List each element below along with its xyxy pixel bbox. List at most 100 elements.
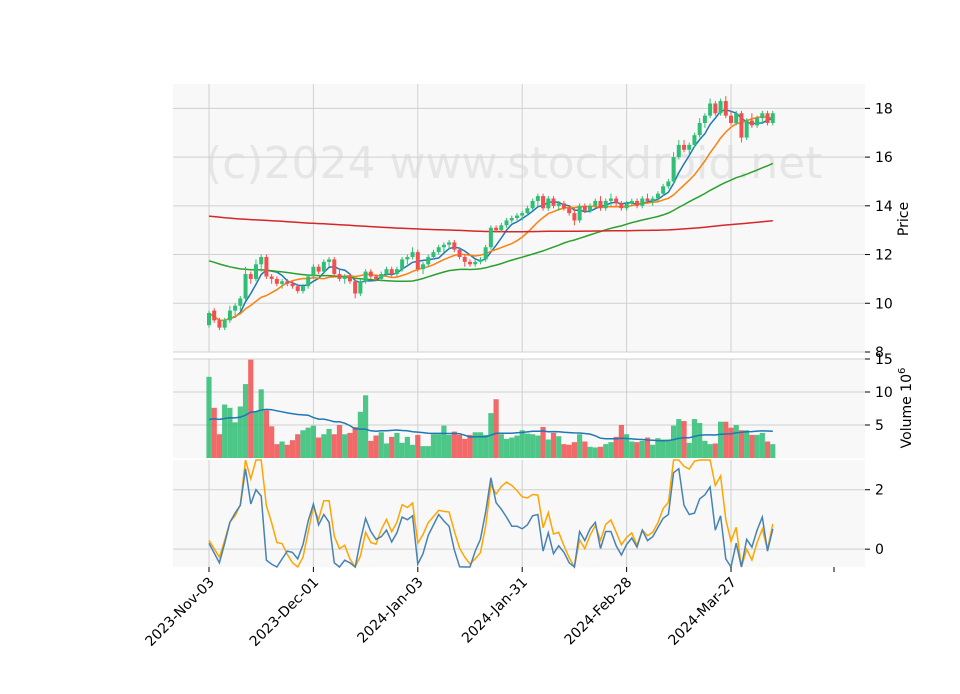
candle-body [233,305,238,311]
volume-bar [644,437,651,458]
volume-bar [770,444,776,458]
ma-mid-line [208,115,773,322]
volume-bar [347,432,353,458]
ma-slow-line [208,162,774,283]
candle-body [447,242,452,245]
x-tick-label: 2024-Jan-03 [355,575,427,647]
candle-body [676,144,681,158]
volume-bar [608,442,614,458]
candle-body [468,261,472,265]
candle-body [342,276,347,279]
watermark: (c)2024 www.stockdroid.net [205,138,822,189]
candle-body [650,198,655,201]
candle-body [300,286,305,292]
volume-bar [227,407,233,458]
volume-bar [467,434,473,458]
volume-bar [436,434,442,458]
volume-y-tick-label: 10 [875,385,893,401]
candle-body [494,227,499,231]
volume-bar [389,436,395,458]
volume-bar [749,434,755,458]
volume-bar [618,425,624,458]
volume-bar [514,435,520,458]
volume-y-tick-label: 5 [875,418,884,434]
volume-bar [577,434,583,458]
candle-body [436,247,441,253]
candle-body [530,200,535,209]
volume-bar [258,389,264,458]
candle-body [441,244,446,248]
volume-bar [519,430,525,458]
candle-body [259,256,264,265]
candle-body [217,320,222,328]
volume-bar [764,441,771,458]
candle-body [749,120,754,126]
volume-bar [691,419,698,458]
candle-body [238,298,243,306]
candle-body [462,256,467,262]
candle-body [290,283,295,287]
volume-bar [399,442,405,458]
candle-body [708,103,713,116]
volume-bar [331,434,337,458]
candle-body [770,113,775,123]
price-y-tick-label: 10 [875,296,893,312]
candle-body [473,261,478,265]
volume-bars [206,359,776,458]
volume-bar [242,384,249,458]
volume-bar [404,436,410,458]
candle-body [765,113,770,123]
candle-body [608,198,613,201]
volume-bar [702,440,708,458]
volume-bar [556,436,562,458]
volume-bar [336,425,343,458]
candle-body [713,103,718,114]
oscillator-lines [208,459,774,570]
volume-bar [655,438,661,458]
candle-body [374,276,379,279]
volume-bar [295,434,301,458]
x-tick-label: 2024-Mar-27 [666,575,740,649]
volume-bar [462,438,468,458]
candle-body [452,242,457,250]
candle-body [243,274,248,299]
candle-body [384,269,389,275]
volume-bar [232,422,238,458]
volume-bar [279,441,285,458]
candle-body [739,113,744,138]
volume-bar [629,441,635,458]
volume-bar [263,410,270,458]
volume-bar [352,426,358,458]
volume-bar [253,411,259,458]
volume-bar [326,428,332,458]
volume-bar [498,434,504,458]
candle-body [535,196,540,201]
chart-panels [173,84,865,567]
volume-bar [503,438,510,458]
candle-body [222,320,227,328]
volume-bar [430,434,437,458]
candle-body [514,215,519,218]
candle-body [561,203,566,209]
volume-bar [289,440,296,458]
candle-body [478,259,483,262]
candle-body [666,181,671,187]
candle-body [457,249,462,257]
candle-body [509,218,514,221]
volume-bar [712,443,718,458]
candle-body [353,281,358,294]
candle-body [337,274,342,279]
oscillator-line-2 [208,467,774,569]
volume-bar [545,439,551,458]
candle-body [640,198,645,206]
candle-body [760,113,765,119]
candle-body [520,213,525,216]
candle-body [253,264,258,279]
candle-body [624,203,629,209]
candle-body [744,120,749,138]
candle-body [269,276,274,279]
volume-bar [550,432,557,458]
volume-axis-label: Volume 106 [897,368,915,449]
x-tick-label: 2023-Nov-03 [143,575,218,650]
candle-body [525,208,530,214]
